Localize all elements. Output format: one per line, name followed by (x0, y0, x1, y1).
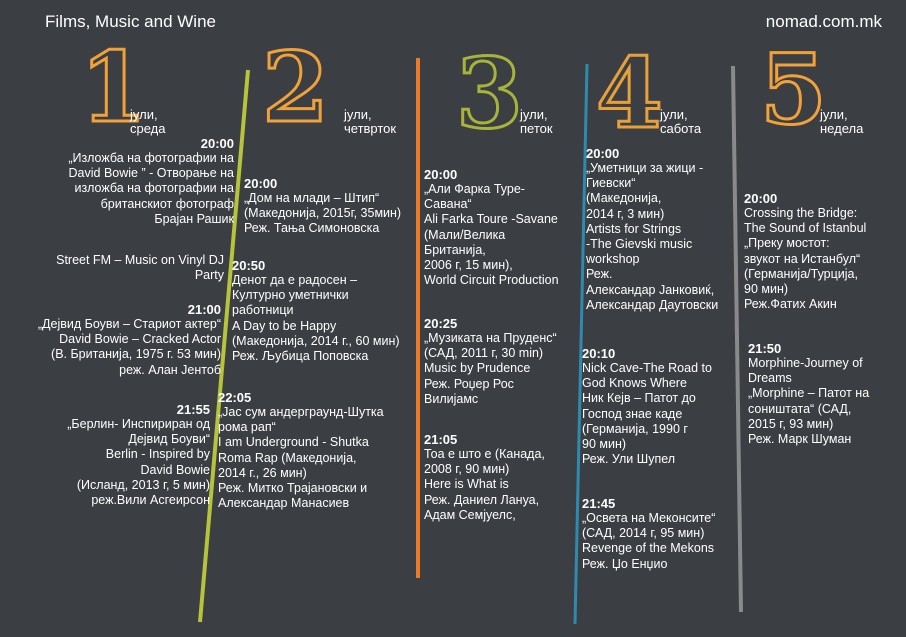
event-text: „Освета на Меконсите“ (САД, 2014 г, 95 м… (582, 511, 716, 571)
event-text: Денот да е радосен – Културно уметнички … (232, 273, 400, 364)
event-text: „Музиката на Пруденс“ (САД, 2011 г, 30 m… (424, 331, 557, 406)
site-url[interactable]: nomad.com.mk (765, 12, 882, 31)
event-time: 21:55 (176, 402, 210, 417)
day-5-event-2: 21:50 Morphine-Journey of Dreams „Morphi… (748, 341, 898, 447)
day-5-label: јули, недела (820, 107, 864, 136)
event-text: „Изложба на фотографии на David Bowie ” … (68, 151, 234, 226)
event-time: 20:10 (582, 346, 616, 361)
event-time: 21:50 (748, 341, 782, 356)
header-title: Films, Music and Wine (45, 12, 216, 31)
day-1-number: 1 (79, 31, 149, 144)
day-4-number: 4 (595, 37, 665, 150)
divider-1 (198, 69, 250, 623)
event-text: Nick Cave-The Road to God Knows Where Ни… (582, 361, 712, 467)
event-text: „Берлин- Инспириран од Дејвид Боуви“ Ber… (67, 417, 210, 508)
event-text: „Уметници за жици - Гиевски“ (Македонија… (586, 161, 719, 312)
event-text: Street FM – Music on Vinyl DJ Party (56, 253, 224, 283)
day-5-event-1: 20:00 Crossing the Bridge: The Sound of … (744, 191, 894, 312)
event-text: „Јас сум андерграунд-Шутка рома рап“ I a… (218, 405, 384, 511)
day-3-label: јули, петок (520, 107, 553, 136)
event-time: 21:00 (187, 302, 221, 317)
event-time: 20:00 (744, 191, 778, 206)
event-text: „Али Фарка Туре- Савана“ Ali Farka Toure… (424, 182, 559, 288)
day-2-label: јули, четврток (344, 107, 397, 136)
event-time: 21:05 (424, 432, 458, 447)
event-text: „Дом на млади – Штип“ (Македонија, 2015г… (244, 191, 402, 236)
day-4-event-3: 21:45 „Освета на Меконсите“ (САД, 2014 г… (582, 496, 737, 572)
day-2-event-2: 20:50 Денот да е радосен – Културно умет… (232, 258, 417, 364)
divider-3 (573, 63, 589, 625)
day-5-number: 5 (759, 33, 829, 146)
event-text: Morphine-Journey of Dreams „Morphine – П… (748, 356, 870, 447)
event-time: 20:00 (424, 167, 458, 182)
event-time: 21:45 (582, 496, 616, 511)
day-3-event-3: 21:05 Тоа е што е (Канада, 2008 г, 90 ми… (424, 432, 584, 523)
day-4-event-1: 20:00 „Уметници за жици - Гиевски“ (Маке… (586, 146, 736, 313)
event-time: 20:00 (200, 136, 234, 151)
event-text: Crossing the Bridge: The Sound of Istanb… (744, 206, 867, 312)
day-1-event-2: Street FM – Music on Vinyl DJ Party (24, 253, 224, 283)
day-2-event-1: 20:00 „Дом на млади – Штип“ (Македонија,… (244, 176, 419, 237)
event-text: „Дејвид Боуви – Стариот актер“ David Bow… (37, 317, 221, 377)
day-4-label: јули, сабота (660, 107, 702, 136)
event-time: 20:50 (232, 258, 266, 273)
day-2-event-3: 22:05 „Јас сум андерграунд-Шутка рома ра… (218, 390, 413, 511)
event-time: 22:05 (218, 390, 252, 405)
divider-4 (731, 65, 743, 613)
day-1-event-1: 20:00 „Изложба на фотографии на David Bo… (34, 136, 234, 227)
day-1-event-4: 21:55 „Берлин- Инспириран од Дејвид Боув… (20, 402, 210, 508)
event-time: 20:00 (244, 176, 278, 191)
event-time: 20:25 (424, 316, 458, 331)
day-4-event-2: 20:10 Nick Cave-The Road to God Knows Wh… (582, 346, 737, 467)
event-time: 20:00 (586, 146, 620, 161)
event-text: Тоа е што е (Канада, 2008 г, 90 мин) Her… (424, 447, 545, 522)
day-3-event-2: 20:25 „Музиката на Пруденс“ (САД, 2011 г… (424, 316, 584, 407)
day-1-event-3: 21:00 „Дејвид Боуви – Стариот актер“ Dav… (16, 302, 221, 378)
day-3-event-1: 20:00 „Али Фарка Туре- Савана“ Ali Farka… (424, 167, 584, 288)
day-2-number: 2 (261, 31, 331, 144)
day-1-label: јули, среда (130, 107, 166, 136)
day-3-number: 3 (455, 37, 525, 150)
